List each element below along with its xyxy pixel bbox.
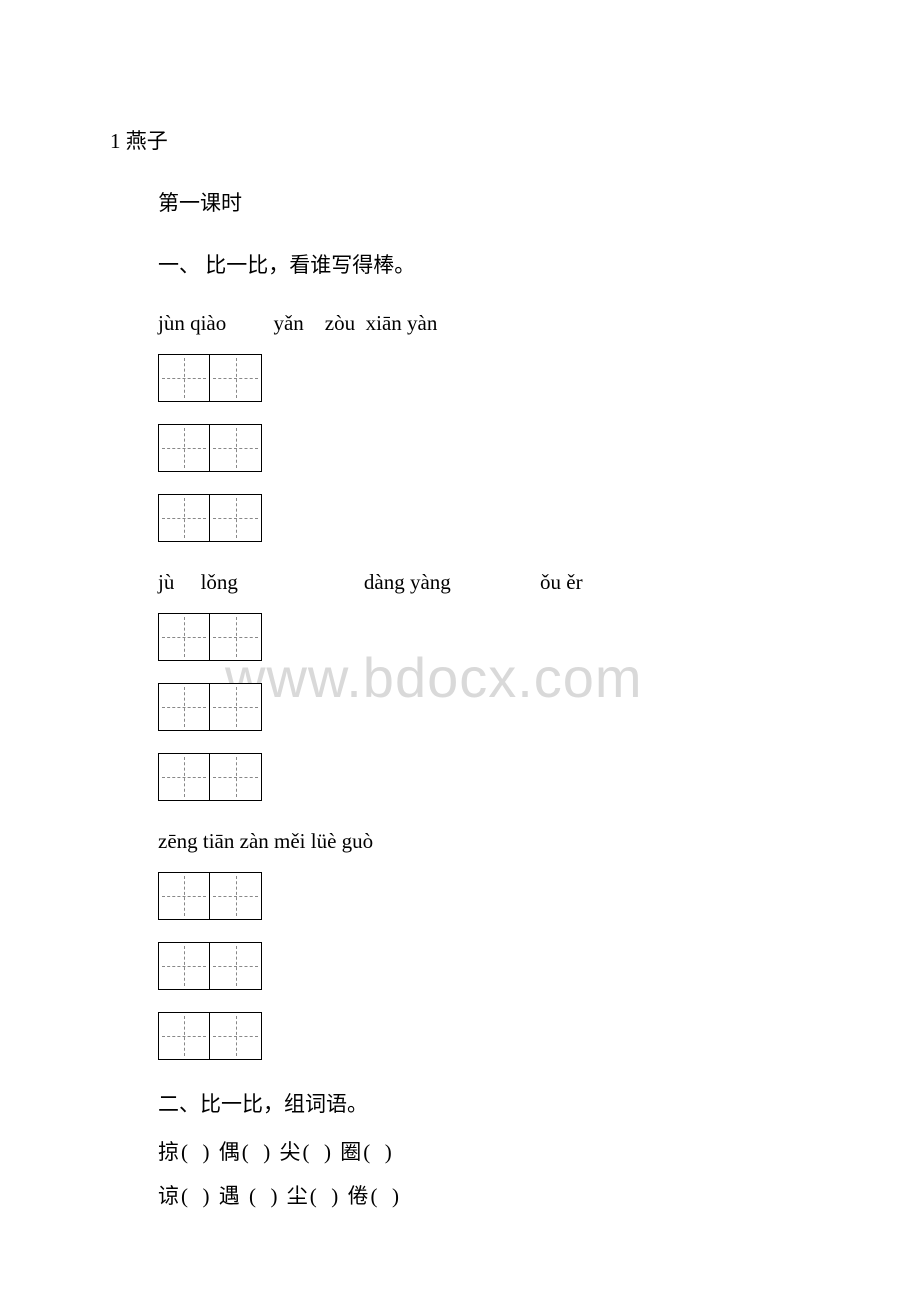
char-box: [210, 354, 262, 402]
lesson-subtitle: 第一课时: [158, 187, 810, 217]
exercise-line-2: 谅( ) 遇 ( ) 尘( ) 倦( ): [158, 1180, 810, 1210]
section2-instruction: 二、比一比，组词语。: [158, 1088, 810, 1118]
pinyin-row-2: jù lǒng dàng yàng ǒu ěr: [158, 570, 810, 595]
char-box: [210, 683, 262, 731]
char-box: [158, 613, 210, 661]
char-box: [158, 942, 210, 990]
char-box: [158, 872, 210, 920]
pinyin-row-3: zēng tiān zàn měi lüè guò: [158, 829, 810, 854]
exercise-line-1: 掠( ) 偶( ) 尖( ) 圈( ): [158, 1136, 810, 1166]
char-box: [158, 753, 210, 801]
char-box: [158, 424, 210, 472]
writing-boxes-group-3: [158, 872, 810, 1060]
char-box: [210, 613, 262, 661]
char-box: [210, 424, 262, 472]
pinyin-row-1: jùn qiào yǎn zòu xiān yàn: [158, 311, 810, 336]
box-pair: [158, 494, 810, 542]
lesson-title: 1 燕子: [110, 125, 810, 155]
box-pair: [158, 753, 810, 801]
box-pair: [158, 683, 810, 731]
char-box: [210, 942, 262, 990]
section1-instruction: 一、 比一比，看谁写得棒。: [158, 249, 810, 279]
char-box: [210, 494, 262, 542]
box-pair: [158, 613, 810, 661]
char-box: [210, 1012, 262, 1060]
writing-boxes-group-2: [158, 613, 810, 801]
box-pair: [158, 942, 810, 990]
box-pair: [158, 872, 810, 920]
document-content: 1 燕子 第一课时 一、 比一比，看谁写得棒。 jùn qiào yǎn zòu…: [110, 125, 810, 1210]
char-box: [158, 494, 210, 542]
char-box: [158, 1012, 210, 1060]
box-pair: [158, 354, 810, 402]
box-pair: [158, 1012, 810, 1060]
char-box: [158, 683, 210, 731]
writing-boxes-group-1: [158, 354, 810, 542]
box-pair: [158, 424, 810, 472]
char-box: [158, 354, 210, 402]
char-box: [210, 753, 262, 801]
char-box: [210, 872, 262, 920]
